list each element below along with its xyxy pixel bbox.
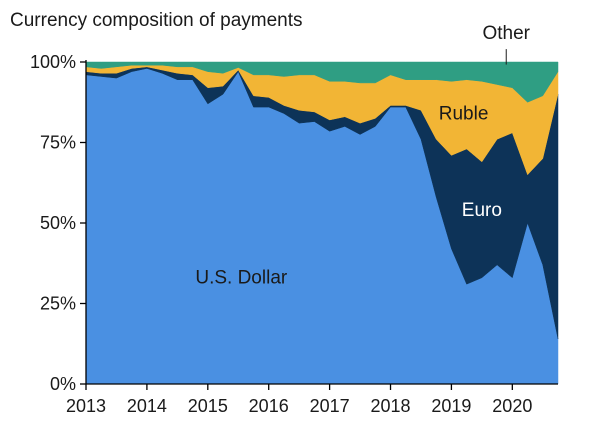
chart-title: Currency composition of payments	[10, 10, 303, 31]
x-tick-label-2014: 2014	[127, 396, 167, 416]
y-tick-label-75: 75%	[40, 133, 76, 153]
label-other: Other	[482, 23, 530, 44]
x-tick-label-2017: 2017	[310, 396, 350, 416]
label-ruble: Ruble	[439, 104, 489, 125]
x-tick-label-2016: 2016	[249, 396, 289, 416]
y-tick-label-100: 100%	[30, 52, 76, 72]
x-tick-label-2019: 2019	[431, 396, 471, 416]
axes: 0% 25% 50% 75% 100% 2013 2014 2015 2016 2017 2018 2…	[30, 52, 558, 416]
series-labels: U.S. Dollar Euro Ruble Other	[195, 23, 530, 289]
label-euro: Euro	[462, 200, 502, 221]
stacked-areas	[85, 61, 559, 385]
y-tick-label-50: 50%	[40, 213, 76, 233]
area-other	[85, 61, 559, 103]
x-tick-label-2013: 2013	[66, 396, 106, 416]
x-tick-label-2015: 2015	[188, 396, 228, 416]
x-tick-label-2020: 2020	[492, 396, 532, 416]
y-tick-label-0: 0%	[50, 374, 76, 394]
label-u-s-dollar: U.S. Dollar	[195, 268, 288, 289]
y-tick-label-25: 25%	[40, 294, 76, 314]
x-tick-label-2018: 2018	[370, 396, 410, 416]
